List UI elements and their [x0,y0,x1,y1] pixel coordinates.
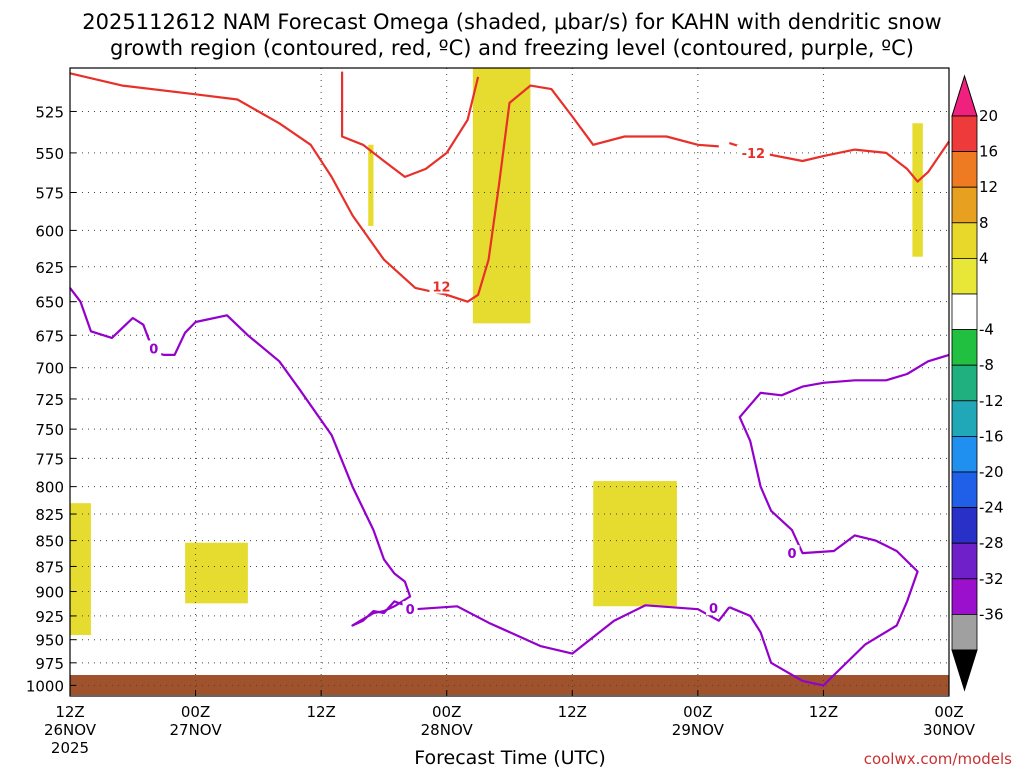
colorbar-label: -28 [979,534,1004,552]
y-tick-label: 725 [35,391,64,409]
colorbar-label: -12 [979,392,1004,410]
colorbar-band [951,151,978,188]
colorbar-label: 20 [979,107,998,125]
colorbar-label: 4 [979,249,989,267]
x-tick-label: 30NOV [923,721,976,739]
omega-shaded-region [368,144,374,226]
colorbar-label: -20 [979,463,1004,481]
contour-label-bg [429,278,454,294]
colorbar-band [951,578,978,615]
isotherm--12-line [341,71,480,178]
colorbar-label: 12 [979,178,998,196]
isotherm-0-line [728,353,950,687]
contour-label-bg [736,144,770,160]
contour-label: 0 [788,547,797,562]
x-tick-label: 28NOV [421,721,474,739]
credit-text: coolwx.com/models [864,750,1012,768]
colorbar: 20 16 12 8 4 -4 -8 -12 -16 -20 -24 -28 -32 -36 [951,74,1004,692]
y-tick-label: 650 [35,294,64,312]
y-tick-label: 600 [35,222,64,240]
plot-area: 12 -12 0 0 0 0 [69,67,950,697]
colorbar-band [951,507,978,544]
colorbar-band [951,115,978,152]
y-tick-label: 900 [35,584,64,602]
y-tick-label: 975 [35,655,64,673]
y-tick-label: 950 [35,632,64,650]
isotherm--12-line [69,72,719,303]
omega-shaded-region [185,542,248,604]
omega-shaded-region [593,481,677,607]
x-tick-label: 29NOV [672,721,725,739]
x-tick-label: 12Z [306,703,335,721]
colorbar-band [951,293,978,330]
y-tick-label: 925 [35,608,64,626]
y-tick-label: 525 [35,103,64,121]
colorbar-band [951,186,978,224]
gridlines [69,68,950,696]
x-tick-label: 26NOV [44,721,97,739]
x-tick-label: 00Z [432,703,461,721]
y-tick-label: 625 [35,259,64,277]
contour-label: 0 [406,603,415,618]
colorbar-band [951,614,978,651]
y-tick-label: 750 [35,421,64,439]
y-tick-label: 850 [35,533,64,551]
colorbar-label: 8 [979,214,989,232]
contour-label-bg [784,545,800,561]
colorbar-top-triangle [951,74,978,117]
terrain-strip [70,675,949,695]
y-tick-label: 800 [35,479,64,497]
y-tick-label: 1000 [26,677,64,695]
y-tick-label: 825 [35,506,64,524]
y-tick-label: 575 [35,184,64,202]
colorbar-band [951,542,978,580]
contour-label-bg [402,601,418,617]
contour-label-bg [706,600,722,616]
omega-shaded-region [70,503,91,635]
colorbar-band [951,364,978,402]
y-axis-ticks: 525 550 575 600 625 650 675 700 725 750 775 800 825 8… [26,103,76,695]
isotherm-layer: 12 -12 0 0 0 0 [69,71,950,687]
colorbar-label: -24 [979,499,1004,517]
colorbar-band [951,471,978,508]
x-tick-label: 12Z [558,703,587,721]
omega-shaded-region [912,123,923,257]
y-tick-label: 875 [35,558,64,576]
contour-label: 0 [709,602,718,617]
x-tick-label: 00Z [934,703,963,721]
chart-title-line1: 2025112612 NAM Forecast Omega (shaded, μ… [82,10,941,34]
colorbar-band [951,257,978,295]
colorbar-label: -16 [979,427,1004,445]
x-axis-label: Forecast Time (UTC) [414,747,605,768]
colorbar-label: -36 [979,605,1004,623]
colorbar-band [951,400,978,437]
contour-label: 12 [432,280,450,295]
y-tick-label: 775 [35,450,64,468]
y-tick-label: 550 [35,145,64,163]
x-tick-label: 12Z [55,703,84,721]
colorbar-band [951,435,978,473]
colorbar-bottom-triangle [951,649,978,692]
colorbar-label: -4 [979,321,994,339]
colorbar-label: -8 [979,356,994,374]
contour-label: -12 [742,147,766,162]
isotherm--12-line [728,140,950,183]
x-tick-label: 00Z [181,703,210,721]
chart-title-line2: growth region (contoured, red, ºC) and f… [110,36,914,60]
y-tick-label: 700 [35,360,64,378]
x-tick-label: 2025 [51,739,89,757]
plot-border [69,67,950,697]
colorbar-band [951,329,978,366]
contour-label: 0 [149,342,158,357]
y-tick-label: 675 [35,327,64,345]
colorbar-band [951,222,978,259]
x-tick-label: 00Z [683,703,712,721]
x-tick-label: 12Z [809,703,838,721]
colorbar-label: 16 [979,143,998,161]
contour-label-bg [146,340,162,356]
colorbar-label: -32 [979,570,1004,588]
x-tick-label: 27NOV [170,721,223,739]
